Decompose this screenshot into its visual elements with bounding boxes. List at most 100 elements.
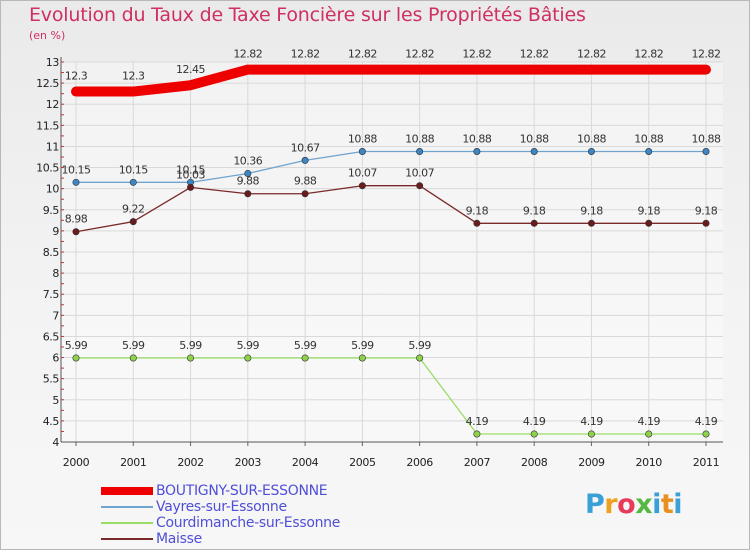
x-tick-label: 2011: [693, 456, 719, 469]
y-tick-label: 7.5: [43, 288, 60, 301]
data-label: 9.88: [294, 175, 317, 188]
y-tick-label: 10.5: [36, 162, 59, 175]
data-label: 5.99: [65, 339, 88, 352]
data-label: 12.82: [462, 48, 491, 61]
legend-swatch-courdimanche: [101, 522, 153, 524]
legend-label: Courdimanche-sur-Essonne: [156, 515, 341, 531]
data-label: 5.99: [122, 339, 145, 352]
data-label: 10.88: [405, 133, 434, 146]
x-tick-label: 2003: [235, 456, 262, 469]
data-point: [129, 218, 137, 226]
x-tick-label: 2005: [349, 456, 376, 469]
data-point: [530, 148, 538, 156]
data-label: 4.19: [637, 415, 660, 428]
data-label: 12.3: [65, 70, 88, 83]
legend-swatch-maisse: [101, 538, 153, 540]
data-label: 12.82: [291, 48, 320, 61]
logo-letter: i: [652, 489, 661, 520]
x-tick-label: 2001: [120, 456, 146, 469]
data-label: 9.18: [466, 204, 489, 217]
data-label: 12.3: [122, 70, 145, 83]
legend-swatch-vayres: [101, 506, 153, 508]
data-point: [473, 430, 481, 438]
y-tick-label: 5: [52, 394, 59, 407]
series-line-2: [75, 357, 707, 435]
logo-letter: i: [673, 489, 683, 520]
logo-letter: t: [660, 489, 674, 520]
data-label: 10.88: [634, 133, 663, 146]
y-tick-label: 4.5: [43, 415, 60, 428]
data-point: [645, 430, 653, 438]
y-tick-label: 6: [52, 352, 59, 365]
data-point: [244, 169, 252, 177]
legend-label: BOUTIGNY-SUR-ESSONNE: [156, 483, 328, 499]
data-label: 12.82: [520, 48, 549, 61]
chart-title: Evolution du Taux de Taxe Foncière sur l…: [29, 4, 586, 26]
y-tick-label: 9: [52, 225, 59, 238]
data-point: [416, 182, 424, 190]
data-point: [702, 148, 710, 156]
data-point: [301, 156, 309, 164]
x-tick-label: 2009: [578, 456, 605, 469]
data-point: [416, 354, 424, 362]
data-label: 8.98: [65, 213, 88, 226]
data-label: 10.15: [62, 163, 91, 176]
data-label: 9.18: [523, 204, 546, 217]
data-label: 12.82: [405, 48, 434, 61]
x-tick-label: 2010: [636, 456, 663, 469]
chart-subtitle: (en %): [29, 29, 66, 42]
data-label: 10.07: [348, 167, 377, 180]
data-label: 9.18: [695, 204, 718, 217]
y-tick-label: 8.5: [43, 246, 60, 259]
data-point: [187, 183, 195, 191]
logo-letter: r: [604, 489, 618, 520]
data-point: [530, 219, 538, 227]
logo-letter: o: [617, 489, 636, 520]
x-tick-label: 2006: [406, 456, 433, 469]
data-point: [473, 219, 481, 227]
data-label: 12.45: [176, 63, 205, 76]
data-point: [244, 190, 252, 198]
data-label: 4.19: [695, 415, 718, 428]
logo-letter: P: [585, 489, 605, 520]
data-label: 10.88: [520, 133, 549, 146]
legend-label: Vayres-sur-Essonne: [156, 499, 287, 515]
y-tick-label: 6.5: [43, 330, 60, 343]
data-point: [301, 190, 309, 198]
data-point: [645, 219, 653, 227]
data-point: [702, 430, 710, 438]
data-label: 12.82: [233, 48, 262, 61]
data-point: [244, 354, 252, 362]
data-point: [72, 228, 80, 236]
data-point: [358, 354, 366, 362]
data-label: 12.82: [634, 48, 663, 61]
y-tick-label: 8: [52, 267, 59, 280]
data-label: 10.07: [405, 167, 434, 180]
data-point: [358, 148, 366, 156]
data-label: 4.19: [466, 415, 489, 428]
data-point: [587, 430, 595, 438]
y-tick-label: 4: [52, 436, 59, 449]
data-point: [358, 182, 366, 190]
data-point: [530, 430, 538, 438]
data-point: [702, 219, 710, 227]
x-tick-label: 2000: [63, 456, 90, 469]
data-point: [72, 354, 80, 362]
data-point: [473, 148, 481, 156]
y-tick-label: 11.5: [36, 119, 59, 132]
data-label: 10.36: [233, 154, 262, 167]
data-label: 5.99: [294, 339, 317, 352]
data-point: [416, 148, 424, 156]
y-tick-label: 7: [52, 309, 59, 322]
data-point: [587, 219, 595, 227]
data-label: 5.99: [351, 339, 374, 352]
line-chart: 4 4.5 5 5.5 6 6.5 7 7.5 8 8.5 9 9.5 10 10.5 11 11.5 12 12…: [36, 48, 723, 469]
data-point: [301, 354, 309, 362]
data-point: [645, 148, 653, 156]
data-label: 10.15: [119, 163, 148, 176]
legend-label: Maisse: [156, 531, 202, 547]
y-tick-label: 10: [46, 183, 60, 196]
data-label: 10.15: [176, 163, 205, 176]
data-label: 10.88: [577, 133, 606, 146]
legend-swatch-boutigny: [101, 487, 153, 495]
